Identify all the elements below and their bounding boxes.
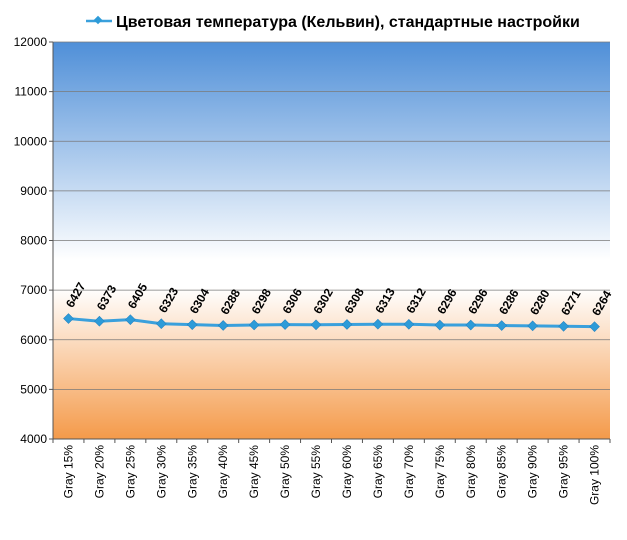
y-tick-label: 6000 — [20, 333, 47, 347]
x-tick-label: Gray 20% — [92, 445, 106, 499]
x-tick-label: Gray 65% — [371, 445, 385, 499]
x-tick-label: Gray 70% — [402, 445, 416, 499]
x-tick-label: Gray 80% — [464, 445, 478, 499]
data-point-marker — [310, 319, 322, 331]
legend: Цветовая температура (Кельвин), стандарт… — [86, 14, 580, 31]
data-point-marker — [527, 320, 538, 332]
data-point-marker — [217, 320, 229, 331]
data-point-marker — [94, 315, 105, 327]
x-tick-label: Gray 35% — [185, 445, 199, 499]
y-tick-label: 8000 — [20, 234, 47, 248]
x-tick-label: Gray 95% — [557, 445, 571, 499]
x-tick-label: Gray 15% — [61, 445, 75, 499]
x-tick-label: Gray 45% — [247, 445, 261, 499]
data-point-marker — [589, 321, 600, 332]
data-point-marker — [341, 319, 353, 330]
x-tick-label: Gray 60% — [340, 445, 354, 499]
data-point-marker — [125, 314, 136, 325]
x-tick-label: Gray 50% — [278, 445, 292, 499]
x-tick-label: Gray 85% — [495, 445, 509, 499]
data-point-marker — [279, 319, 291, 330]
data-point-marker — [186, 319, 198, 330]
y-tick-label: 4000 — [20, 432, 47, 446]
x-tick-label: Gray 75% — [433, 445, 447, 499]
data-point-marker — [156, 318, 167, 330]
x-tick-label: Gray 100% — [588, 445, 602, 505]
axes: 4000 5000 6000 7000 8000 9000 10000 11000 12000 G… — [14, 35, 611, 505]
x-tick-label: Gray 55% — [309, 445, 323, 499]
series-layer — [63, 313, 600, 332]
y-tick-label: 12000 — [14, 35, 48, 49]
data-point-marker — [496, 320, 507, 331]
x-tick-label: Gray 30% — [154, 445, 168, 499]
data-point-marker — [558, 320, 569, 332]
chart-title: Цветовая температура (Кельвин), стандарт… — [116, 14, 580, 31]
data-point-marker — [248, 319, 260, 331]
data-point-marker — [434, 319, 446, 331]
data-point-marker — [63, 313, 74, 324]
data-point-marker — [403, 318, 415, 330]
y-tick-label: 7000 — [20, 283, 47, 297]
x-tick-label: Gray 25% — [123, 445, 137, 499]
y-tick-label: 5000 — [20, 382, 47, 396]
y-tick-label: 10000 — [14, 134, 48, 148]
data-point-marker — [465, 319, 477, 331]
y-tick-label: 11000 — [15, 85, 48, 99]
x-tick-label: Gray 90% — [526, 445, 540, 499]
data-point-marker — [372, 318, 384, 330]
legend-marker-icon — [93, 15, 103, 25]
x-tick-label: Gray 40% — [216, 445, 230, 499]
y-tick-label: 9000 — [20, 184, 47, 198]
